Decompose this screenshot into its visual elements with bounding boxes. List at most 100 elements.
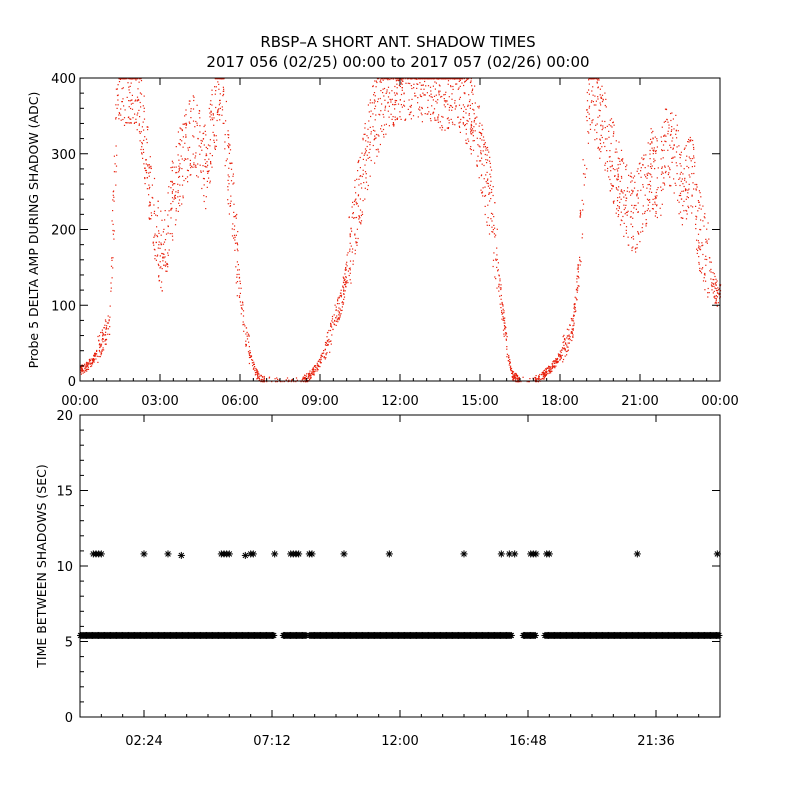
top-data-point [469, 148, 471, 150]
top-data-point [686, 213, 688, 215]
top-data-point [135, 118, 137, 120]
top-data-point [550, 368, 552, 371]
top-data-point [127, 78, 129, 80]
top-data-point [383, 95, 385, 97]
top-data-point [330, 322, 332, 324]
top-y-tick-label: 300 [51, 148, 76, 163]
top-data-point [688, 188, 690, 190]
top-data-point [608, 124, 610, 126]
top-data-point [171, 166, 173, 168]
top-data-point [636, 247, 638, 249]
top-data-point [496, 287, 498, 289]
top-data-point [207, 172, 209, 174]
top-data-point [142, 121, 144, 123]
top-data-point [420, 95, 423, 98]
top-data-point [151, 184, 153, 186]
top-data-point [474, 117, 477, 119]
top-data-point [303, 378, 305, 380]
top-data-point [411, 78, 413, 80]
top-data-point [356, 202, 358, 205]
bottom-data-point [308, 550, 316, 558]
top-data-point [577, 275, 579, 278]
top-data-point [372, 126, 374, 128]
top-data-point [420, 84, 422, 86]
top-data-point [518, 381, 520, 383]
top-data-point [711, 289, 713, 291]
top-data-point [356, 244, 358, 246]
top-data-point [394, 119, 396, 121]
top-data-point [313, 373, 315, 375]
top-data-point [91, 362, 93, 364]
top-data-point [358, 215, 360, 217]
top-data-point [615, 212, 617, 214]
top-data-point [213, 134, 215, 136]
top-data-point [493, 233, 495, 235]
top-data-point [324, 358, 326, 360]
top-data-point [563, 334, 565, 336]
top-data-point [369, 141, 371, 143]
top-data-point [409, 113, 411, 115]
top-data-point [516, 375, 518, 377]
top-data-point [679, 192, 682, 194]
top-data-point [174, 224, 177, 226]
top-data-point [479, 132, 481, 134]
top-data-point [86, 361, 88, 363]
top-data-point [715, 299, 717, 301]
top-data-point [677, 130, 679, 132]
top-data-point [672, 137, 674, 139]
top-data-point [81, 366, 83, 368]
top-data-point [562, 341, 564, 344]
top-data-point [201, 149, 203, 151]
top-data-point [672, 147, 674, 149]
top-data-point [579, 256, 581, 258]
top-data-point [502, 305, 504, 307]
top-data-point [689, 158, 691, 160]
top-data-point [655, 150, 657, 152]
top-data-point [678, 201, 680, 203]
top-data-point [710, 268, 712, 270]
top-data-point [604, 145, 606, 148]
top-data-point [215, 90, 217, 92]
top-data-point [580, 261, 582, 263]
top-data-point [599, 139, 601, 141]
top-data-point [130, 107, 132, 110]
top-data-point [608, 176, 610, 178]
top-data-point [629, 175, 631, 177]
top-data-point [634, 181, 636, 183]
top-data-point [490, 218, 492, 220]
top-data-point [203, 195, 205, 197]
top-y-tick-label: 100 [51, 299, 76, 314]
top-data-point [459, 126, 461, 128]
top-data-point [620, 149, 623, 151]
top-data-point [588, 93, 590, 95]
top-data-point [609, 160, 611, 162]
top-data-point [439, 121, 441, 123]
top-data-point [345, 276, 347, 278]
top-data-point [145, 138, 148, 140]
top-data-point [131, 94, 133, 96]
top-data-point [362, 139, 364, 141]
top-data-point [358, 216, 360, 218]
top-data-point [500, 298, 502, 300]
top-data-point [454, 102, 456, 104]
top-data-point [369, 102, 371, 104]
top-data-point [87, 362, 89, 364]
top-data-point [473, 119, 475, 122]
top-data-point [420, 95, 422, 97]
top-data-point [709, 261, 711, 263]
top-data-point [650, 185, 652, 187]
top-data-point [181, 158, 183, 160]
top-data-point [349, 236, 351, 238]
top-data-point [131, 78, 133, 80]
top-data-point [609, 178, 611, 181]
top-data-point [99, 346, 101, 348]
top-data-point [176, 171, 178, 174]
top-data-point [357, 205, 359, 207]
top-data-point [197, 176, 199, 178]
top-data-point [223, 122, 225, 124]
top-data-point [144, 169, 147, 172]
top-data-point [430, 93, 432, 95]
top-data-point [631, 237, 633, 239]
top-data-point [385, 133, 387, 135]
top-data-point [625, 200, 627, 202]
